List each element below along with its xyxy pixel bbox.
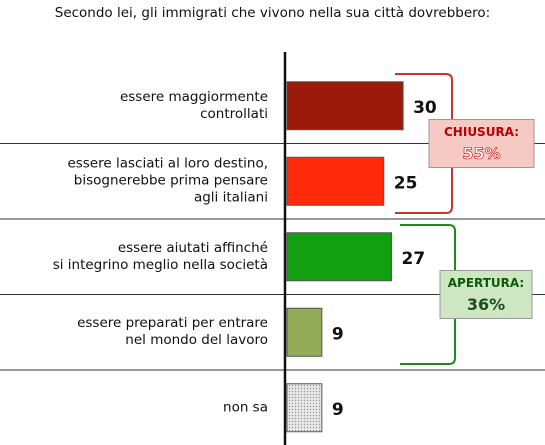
- group-box: [439, 270, 533, 319]
- group-label: APERTURA:: [448, 276, 524, 290]
- category-label: essere preparati per entrare nel mondo d…: [77, 315, 268, 349]
- category-label: essere maggiormente controllati: [119, 88, 268, 122]
- value-label: 9: [332, 324, 344, 344]
- value-label: 30: [413, 98, 437, 118]
- category-label: essere lasciati al loro destino, bisogne…: [67, 155, 268, 206]
- bar: [286, 81, 404, 131]
- group-label: CHIUSURA:: [444, 125, 519, 139]
- group-value: 55%: [462, 144, 500, 163]
- group-box: [428, 119, 535, 168]
- bar: [286, 156, 385, 206]
- chart-title: Secondo lei, gli immigrati che vivono ne…: [54, 5, 491, 21]
- category-label: essere aiutati affinché si integrino meg…: [52, 239, 268, 273]
- category-label: non sa: [223, 399, 268, 416]
- value-label: 9: [332, 400, 344, 420]
- value-label: 25: [394, 173, 418, 193]
- bar: [286, 232, 392, 282]
- value-label: 27: [401, 249, 425, 269]
- bar: [286, 307, 323, 357]
- group-value: 36%: [467, 295, 505, 314]
- bar: [286, 383, 323, 433]
